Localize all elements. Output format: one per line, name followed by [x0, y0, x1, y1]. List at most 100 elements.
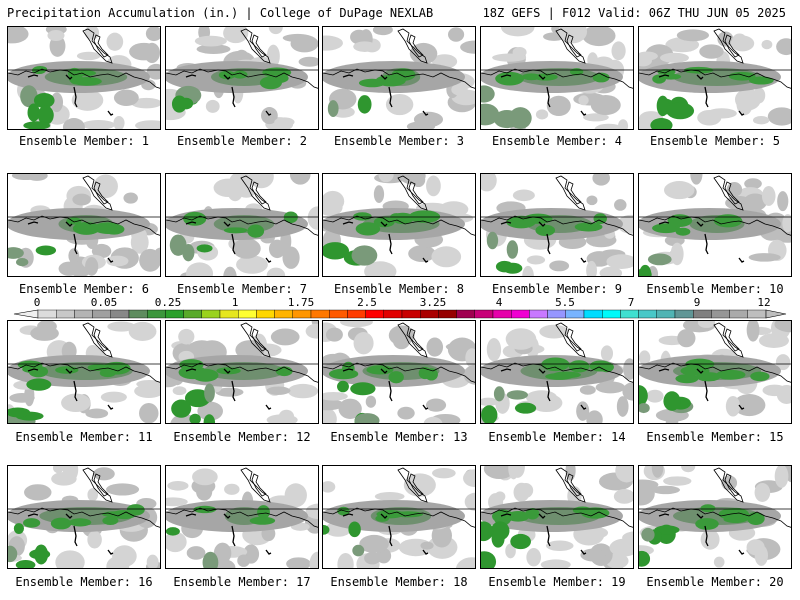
colorbar-swatch — [165, 309, 184, 319]
lake-outline — [27, 513, 114, 555]
coastline — [724, 473, 740, 497]
precip-field — [323, 321, 475, 423]
precip-field — [323, 174, 475, 276]
ensemble-member-map — [165, 320, 319, 424]
ensemble-member-map — [322, 320, 476, 424]
lake-outline — [342, 513, 429, 555]
member-caption: Ensemble Member: 19 — [488, 575, 626, 589]
precip-field — [8, 466, 160, 568]
ensemble-member-map — [7, 26, 161, 130]
colorbar-swatch — [711, 309, 730, 319]
coastline — [166, 507, 318, 528]
coastline — [639, 68, 791, 89]
colorbar-swatch — [256, 309, 275, 319]
colorbar-swatch — [638, 309, 657, 319]
precip-colorbar — [13, 309, 787, 319]
coastline — [639, 362, 791, 383]
coastline — [8, 68, 160, 89]
colorbar-swatch — [674, 309, 694, 319]
precip-field — [323, 27, 475, 129]
ensemble-member-map — [7, 320, 161, 424]
ensemble-member-map — [322, 465, 476, 569]
precip-field — [481, 322, 633, 423]
lake-outline — [500, 221, 587, 263]
coastline — [240, 28, 271, 64]
colorbar-swatch — [146, 309, 166, 319]
coastline — [323, 507, 475, 528]
coastline — [251, 34, 267, 58]
coastline — [251, 181, 267, 205]
member-caption: Ensemble Member: 11 — [15, 430, 153, 444]
coastline — [566, 473, 582, 497]
colorbar-swatch — [492, 309, 512, 319]
precip-field — [8, 174, 160, 276]
member-caption: Ensemble Member: 5 — [649, 134, 781, 148]
lake-outline — [658, 513, 745, 555]
ensemble-member-map — [7, 173, 161, 277]
coastline — [408, 181, 424, 205]
colorbar-swatch — [74, 309, 93, 319]
colorbar-tick-label: 0 — [33, 296, 41, 309]
precip-field — [166, 174, 318, 276]
member-caption: Ensemble Member: 2 — [176, 134, 308, 148]
colorbar-swatch — [219, 309, 239, 319]
ensemble-member-map — [7, 465, 161, 569]
coastline — [323, 215, 475, 236]
colorbar-tick-label: 5.5 — [555, 296, 575, 309]
colorbar-swatch — [292, 309, 312, 319]
colorbar-swatch — [310, 309, 330, 319]
precip-field — [8, 321, 160, 423]
coastline — [397, 175, 428, 211]
precip-field — [639, 174, 791, 276]
ensemble-member-map — [165, 173, 319, 277]
coastline — [724, 34, 740, 58]
member-caption: Ensemble Member: 13 — [330, 430, 468, 444]
coastline — [555, 28, 586, 64]
colorbar-tick-label: 12 — [757, 296, 771, 309]
coastline — [240, 322, 271, 358]
member-caption: Ensemble Member: 3 — [333, 134, 465, 148]
ensemble-member-map — [480, 465, 634, 569]
lake-outline — [658, 221, 745, 263]
coastline — [82, 175, 113, 211]
ensemble-member-map — [322, 173, 476, 277]
precip-field — [639, 28, 791, 129]
precip-field — [481, 466, 633, 568]
lake-outline — [658, 368, 745, 410]
coastline — [397, 467, 428, 503]
lake-outline — [27, 74, 114, 116]
colorbar-tick-label: 3.25 — [419, 296, 447, 309]
member-caption: Ensemble Member: 16 — [15, 575, 153, 589]
ensemble-member-map — [638, 320, 792, 424]
coastline — [397, 322, 428, 358]
lake-outline — [342, 368, 429, 410]
coastline — [166, 362, 318, 383]
member-caption: Ensemble Member: 18 — [330, 575, 468, 589]
colorbar-swatch — [37, 309, 57, 319]
colorbar-swatch — [183, 309, 203, 319]
colorbar-tick-label: 9 — [693, 296, 701, 309]
lake-outline — [500, 513, 587, 555]
colorbar-swatch — [547, 309, 566, 319]
precip-field — [166, 321, 318, 423]
colorbar-swatch — [620, 309, 639, 319]
colorbar-tick-label: 1 — [231, 296, 239, 309]
colorbar-swatch — [110, 309, 130, 319]
coastline — [323, 362, 475, 383]
coastline — [481, 68, 633, 89]
coastline — [93, 34, 109, 58]
ensemble-member-map — [638, 465, 792, 569]
member-caption: Ensemble Member: 12 — [173, 430, 311, 444]
ensemble-member-map — [165, 465, 319, 569]
colorbar-swatch — [456, 309, 476, 319]
colorbar-tick-label: 2.5 — [357, 296, 377, 309]
coastline — [166, 215, 318, 236]
member-caption: Ensemble Member: 17 — [173, 575, 311, 589]
coastline — [713, 467, 744, 503]
coastline — [251, 473, 267, 497]
ensemble-member-map — [638, 26, 792, 130]
coastline — [408, 473, 424, 497]
run-valid-time: 18Z GEFS | F012 Valid: 06Z THU JUN 05 20… — [482, 6, 786, 20]
lake-outline — [658, 74, 745, 116]
coastline — [251, 328, 267, 352]
